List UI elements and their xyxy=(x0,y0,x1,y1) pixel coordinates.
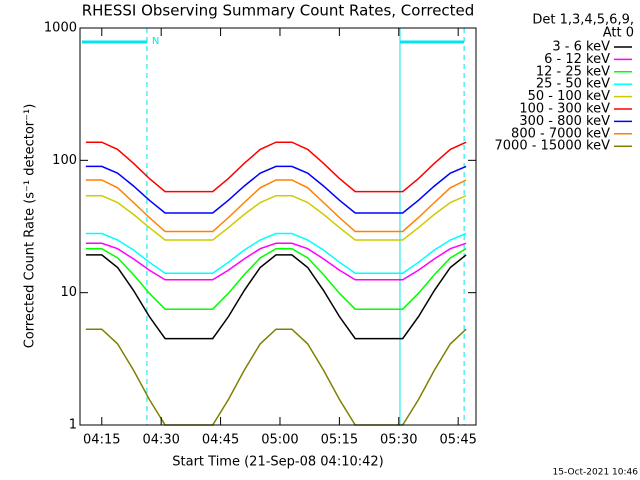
legend-label: 300 - 800 keV xyxy=(519,114,610,129)
series-line xyxy=(85,179,467,233)
series-line xyxy=(85,165,467,214)
legend-label: 12 - 25 keV xyxy=(536,64,610,79)
x-tick-label: 05:30 xyxy=(380,433,417,448)
night-label: N xyxy=(152,36,159,47)
x-axis-label: Start Time (21-Sep-08 04:10:42) xyxy=(172,455,383,470)
x-tick-label: 05:15 xyxy=(321,433,358,448)
series-line xyxy=(85,194,467,241)
legend-label: 800 - 7000 keV xyxy=(511,126,610,141)
x-tick-label: 05:45 xyxy=(439,433,476,448)
plot-frame xyxy=(79,27,477,426)
y-tick-label: 1000 xyxy=(44,21,77,36)
legend-header: Det 1,3,4,5,6,9, xyxy=(532,13,634,28)
legend-label: 50 - 100 keV xyxy=(528,89,611,104)
legend-label: 25 - 50 keV xyxy=(536,77,610,92)
y-tick-label: 1 xyxy=(69,418,77,433)
legend-label: 6 - 12 keV xyxy=(544,52,610,67)
y-tick-label: 10 xyxy=(60,285,77,300)
series-line xyxy=(85,254,467,340)
series-line xyxy=(85,232,467,275)
x-tick-label: 04:45 xyxy=(202,433,239,448)
series-line xyxy=(85,247,467,310)
y-axis-label: Corrected Count Rate (s⁻¹ detector⁻¹) xyxy=(23,104,38,349)
legend-label: 7000 - 15000 keV xyxy=(495,139,611,154)
legend-label: 3 - 6 keV xyxy=(552,40,610,55)
chart-title: RHESSI Observing Summary Count Rates, Co… xyxy=(82,2,475,20)
legend-label: 100 - 300 keV xyxy=(519,102,610,117)
x-tick-label: 05:00 xyxy=(261,433,298,448)
y-tick-label: 100 xyxy=(52,153,77,168)
legend-header: Att 0 xyxy=(603,26,634,41)
x-tick-label: 04:15 xyxy=(83,433,120,448)
timestamp: 15-Oct-2021 10:46 xyxy=(553,468,639,478)
series-line xyxy=(85,242,467,281)
series-line xyxy=(85,141,467,193)
x-tick-label: 04:30 xyxy=(142,433,179,448)
